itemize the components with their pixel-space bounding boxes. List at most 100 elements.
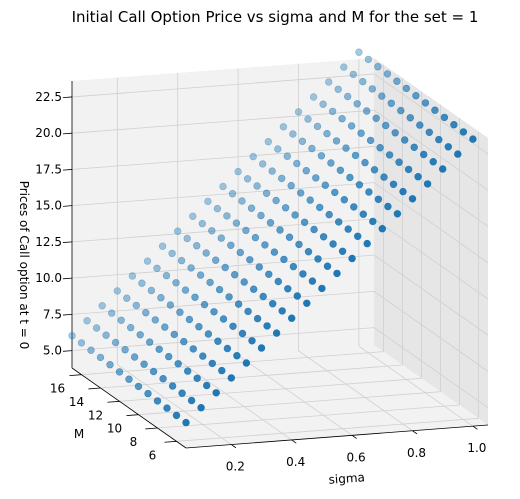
data-point xyxy=(354,232,362,241)
data-point xyxy=(408,195,417,203)
data-point xyxy=(238,197,246,205)
data-point xyxy=(278,307,286,315)
data-point xyxy=(309,93,318,101)
data-point xyxy=(266,219,275,227)
data-point xyxy=(317,152,326,160)
data-point xyxy=(391,129,399,137)
data-point xyxy=(323,129,331,138)
grid-line-z xyxy=(373,109,489,191)
data-point xyxy=(206,278,214,287)
z-axis-title: Prices of Call option at t = 0 xyxy=(17,181,31,350)
data-point xyxy=(374,195,383,204)
data-point xyxy=(204,197,212,206)
data-point xyxy=(340,63,348,71)
grid-line-y xyxy=(100,364,403,389)
data-point xyxy=(313,122,322,131)
data-point xyxy=(380,173,388,181)
x-axis-line xyxy=(185,424,489,449)
data-point xyxy=(349,70,357,79)
data-point xyxy=(125,375,133,383)
data-point xyxy=(283,152,291,160)
data-point xyxy=(335,218,343,226)
data-point xyxy=(172,279,180,287)
data-point xyxy=(136,331,144,339)
data-point xyxy=(228,190,237,198)
data-point xyxy=(87,346,95,354)
data-point xyxy=(157,294,165,302)
data-point xyxy=(221,263,229,272)
x-tick-mark xyxy=(351,435,357,439)
data-point xyxy=(113,287,122,295)
data-point xyxy=(138,279,146,287)
data-point xyxy=(232,219,241,227)
data-point xyxy=(191,293,199,301)
data-point xyxy=(385,151,394,159)
data-point xyxy=(199,352,207,360)
z-tick-mark xyxy=(62,132,73,135)
data-point xyxy=(450,120,458,129)
x-tick-label: 0.2 xyxy=(226,460,245,474)
data-point xyxy=(308,277,317,285)
data-point xyxy=(263,322,271,330)
grid-line-x xyxy=(237,355,353,436)
data-point xyxy=(454,150,462,158)
z-tick-label: 12.5 xyxy=(35,235,62,249)
data-point xyxy=(177,256,186,265)
data-point xyxy=(203,381,211,390)
y-tick-label: 16 xyxy=(50,382,65,396)
data-point xyxy=(189,345,198,353)
grid-line-z xyxy=(71,327,375,352)
data-point xyxy=(382,121,390,130)
data-point xyxy=(213,204,222,213)
data-point xyxy=(244,307,252,316)
data-point xyxy=(193,374,201,382)
data-point xyxy=(383,70,392,78)
data-point xyxy=(217,234,226,242)
data-point xyxy=(248,337,256,345)
data-point xyxy=(162,271,171,280)
data-point xyxy=(355,48,363,56)
data-point xyxy=(285,233,294,241)
x-axis-title: sigma xyxy=(328,470,365,486)
data-point xyxy=(289,130,297,138)
data-point xyxy=(370,166,379,174)
data-point xyxy=(198,219,207,228)
data-point xyxy=(250,285,258,293)
data-point xyxy=(170,330,179,339)
z-tick-mark xyxy=(62,313,73,316)
data-point xyxy=(200,300,209,309)
data-point xyxy=(238,329,247,338)
data-point xyxy=(227,241,235,250)
data-point xyxy=(399,187,407,196)
data-point xyxy=(321,181,329,189)
z-tick-mark xyxy=(62,169,73,171)
data-point xyxy=(289,262,298,271)
grid-line-y xyxy=(157,404,460,429)
data-point xyxy=(195,323,203,331)
data-point xyxy=(262,189,271,198)
data-point xyxy=(111,338,120,347)
z-tick-label: 10.0 xyxy=(35,271,62,285)
data-point xyxy=(92,324,101,332)
data-point xyxy=(98,302,106,310)
z-tick-mark xyxy=(62,96,73,99)
data-point xyxy=(147,286,156,295)
data-point xyxy=(202,249,210,257)
data-point xyxy=(310,225,318,234)
data-point xyxy=(264,138,272,146)
data-point xyxy=(274,145,282,153)
data-point xyxy=(140,360,148,368)
data-point xyxy=(306,196,314,204)
data-point xyxy=(280,255,288,264)
data-point xyxy=(347,122,356,130)
x-tick-label: 1.0 xyxy=(467,441,486,455)
data-point xyxy=(153,397,162,405)
data-point xyxy=(107,309,116,317)
data-point xyxy=(359,77,367,86)
data-point xyxy=(308,144,316,153)
data-point xyxy=(227,374,236,382)
data-point xyxy=(350,203,358,211)
data-point xyxy=(312,174,320,182)
data-point xyxy=(431,106,439,114)
